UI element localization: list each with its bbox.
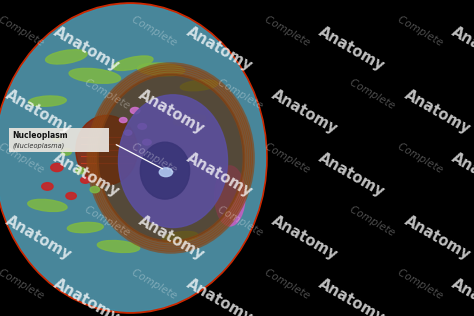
Text: Complete: Complete (396, 141, 447, 176)
Text: Anatomy: Anatomy (269, 87, 340, 137)
Ellipse shape (76, 115, 137, 185)
Text: Anatomy: Anatomy (136, 87, 207, 137)
Text: Anatomy: Anatomy (401, 87, 473, 137)
Text: Nucleoplasm: Nucleoplasm (12, 131, 68, 140)
Text: Anatomy: Anatomy (51, 150, 122, 200)
Text: Complete: Complete (396, 15, 447, 50)
Ellipse shape (163, 231, 198, 243)
Text: Anatomy: Anatomy (183, 276, 255, 316)
Ellipse shape (181, 80, 218, 91)
Text: Anatomy: Anatomy (3, 87, 74, 137)
Text: Anatomy: Anatomy (316, 150, 387, 200)
Ellipse shape (137, 63, 185, 76)
Text: Complete: Complete (0, 267, 49, 303)
Text: Anatomy: Anatomy (316, 276, 387, 316)
Text: Anatomy: Anatomy (51, 23, 122, 73)
Text: Complete: Complete (130, 15, 182, 50)
Ellipse shape (42, 183, 53, 190)
Text: Complete: Complete (348, 204, 400, 240)
Ellipse shape (61, 148, 72, 155)
Text: Anatomy: Anatomy (51, 276, 122, 316)
Text: Anatomy: Anatomy (183, 23, 255, 73)
Ellipse shape (159, 168, 173, 177)
Text: Complete: Complete (348, 78, 400, 113)
Text: Complete: Complete (83, 78, 134, 113)
Ellipse shape (124, 130, 132, 135)
Text: Complete: Complete (130, 267, 182, 303)
Ellipse shape (0, 3, 267, 313)
Text: Anatomy: Anatomy (136, 213, 207, 263)
Ellipse shape (69, 68, 120, 83)
Ellipse shape (90, 186, 100, 193)
Ellipse shape (46, 50, 87, 64)
Text: Complete: Complete (0, 204, 1, 240)
Text: Complete: Complete (396, 267, 447, 303)
Text: Anatomy: Anatomy (449, 276, 474, 316)
Text: Complete: Complete (216, 78, 267, 113)
Ellipse shape (119, 118, 127, 123)
Ellipse shape (118, 95, 228, 228)
Ellipse shape (76, 167, 85, 174)
Text: Complete: Complete (216, 204, 267, 240)
Ellipse shape (51, 163, 63, 172)
Ellipse shape (28, 96, 66, 106)
Text: Complete: Complete (263, 267, 314, 303)
Text: Complete: Complete (0, 15, 49, 50)
Text: Anatomy: Anatomy (269, 213, 340, 263)
Text: Anatomy: Anatomy (316, 23, 387, 73)
Ellipse shape (66, 192, 76, 199)
Ellipse shape (28, 199, 67, 211)
Ellipse shape (97, 74, 244, 242)
Ellipse shape (140, 142, 190, 199)
Ellipse shape (215, 166, 245, 226)
Text: Complete: Complete (83, 204, 134, 240)
Text: (Nucleoplasma): (Nucleoplasma) (12, 143, 64, 149)
Ellipse shape (97, 240, 140, 252)
Ellipse shape (67, 222, 103, 233)
Text: Anatomy: Anatomy (449, 23, 474, 73)
Text: Complete: Complete (263, 141, 314, 176)
Text: Complete: Complete (130, 141, 182, 176)
Text: Complete: Complete (0, 78, 1, 113)
Ellipse shape (143, 139, 151, 145)
Text: Anatomy: Anatomy (401, 213, 473, 263)
Ellipse shape (81, 177, 90, 183)
Ellipse shape (112, 56, 153, 70)
FancyBboxPatch shape (9, 128, 109, 152)
Ellipse shape (53, 136, 61, 142)
Text: Complete: Complete (0, 141, 49, 176)
Ellipse shape (173, 115, 206, 125)
Ellipse shape (138, 124, 146, 129)
Ellipse shape (130, 107, 140, 114)
Text: Anatomy: Anatomy (449, 150, 474, 200)
Text: Anatomy: Anatomy (183, 150, 255, 200)
Text: Anatomy: Anatomy (3, 213, 74, 263)
Ellipse shape (0, 5, 265, 311)
Text: Complete: Complete (263, 15, 314, 50)
